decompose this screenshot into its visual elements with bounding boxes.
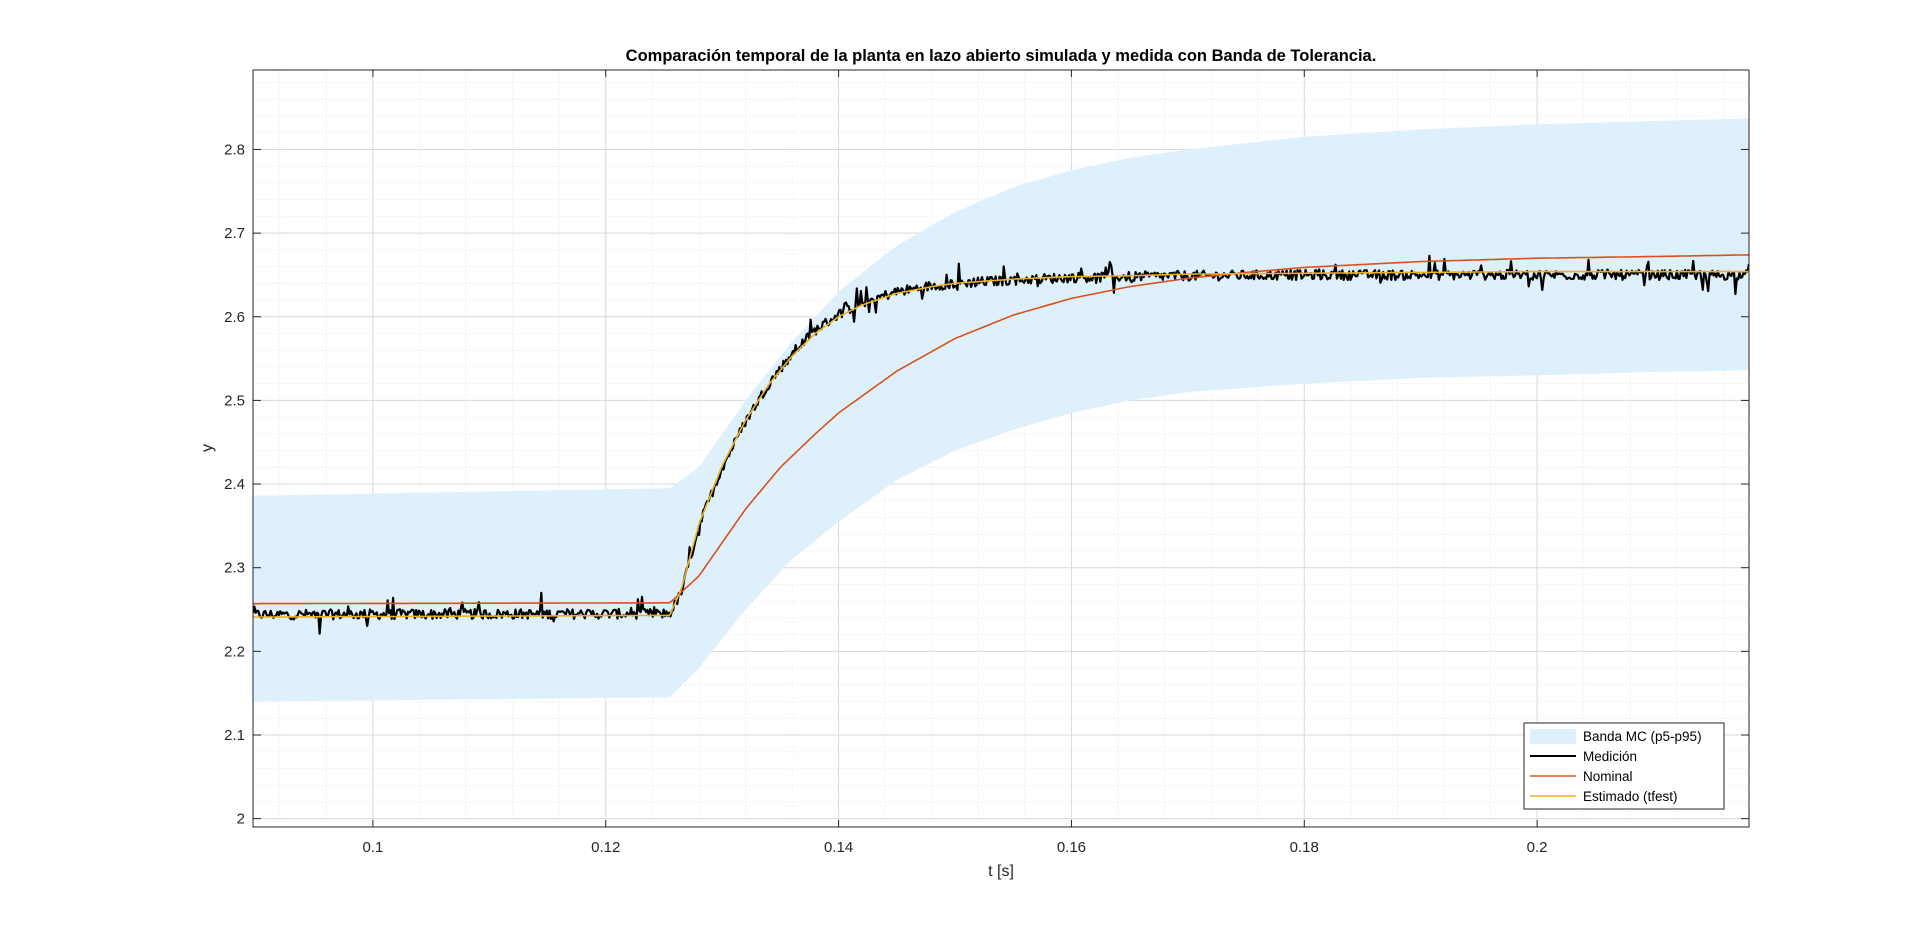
x-tick-label: 0.12 [591,839,620,856]
y-tick-label: 2 [237,811,245,828]
y-axis-label: y [199,444,216,452]
series-estimated-line [253,270,1749,618]
y-tick-label: 2.1 [224,727,245,744]
x-tick-label: 0.2 [1527,839,1548,856]
y-tick-label: 2.5 [224,392,245,409]
legend: Banda MC (p5-p95) Medición Nominal Estim… [1523,722,1725,810]
legend-swatch-band [1530,729,1576,744]
legend-label-band: Banda MC (p5-p95) [1583,729,1702,744]
axis-ticks [253,70,1749,827]
y-tick-label: 2.7 [224,225,245,242]
x-tick-label: 0.18 [1290,839,1319,856]
legend-label-measurement: Medición [1583,749,1637,764]
x-tick-label: 0.14 [824,839,853,856]
tick-labels: 0.1 0.12 0.14 0.16 0.18 0.2 2 2.1 2.2 2.3 2.4 2.5 2.… [224,141,1547,856]
x-axis-label: t [s] [988,863,1014,880]
y-tick-label: 2.2 [224,643,245,660]
series-nominal-line [253,254,1749,605]
axes-box [252,69,1750,828]
plot-layer [253,118,1749,702]
legend-label-estimated: Estimado (tfest) [1583,789,1678,804]
y-tick-label: 2.8 [224,141,245,158]
x-tick-label: 0.1 [362,839,383,856]
legend-label-nominal: Nominal [1583,769,1633,784]
y-tick-label: 2.3 [224,560,245,577]
y-tick-label: 2.6 [224,309,245,326]
x-tick-label: 0.16 [1057,839,1086,856]
chart-title: Comparación temporal de la planta en laz… [626,47,1377,65]
y-tick-label: 2.4 [224,476,245,493]
